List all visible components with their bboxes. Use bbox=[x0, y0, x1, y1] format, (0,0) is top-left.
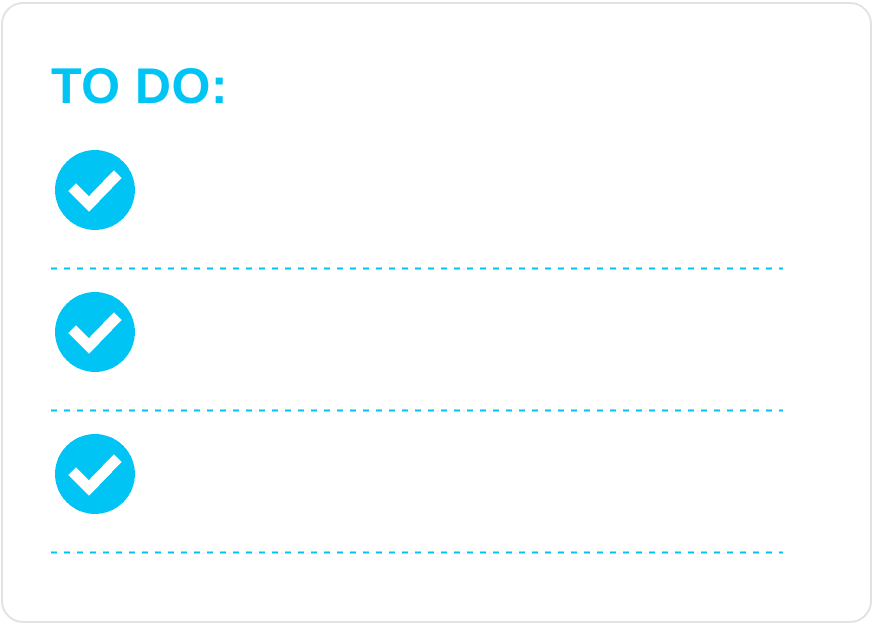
check-circle-icon[interactable] bbox=[54, 149, 136, 231]
todo-item bbox=[51, 291, 783, 433]
check-circle-icon[interactable] bbox=[54, 433, 136, 515]
todo-item bbox=[51, 433, 783, 575]
todo-item bbox=[51, 149, 783, 291]
page-title: TO DO: bbox=[51, 58, 229, 114]
todo-line[interactable] bbox=[51, 399, 783, 412]
check-circle-icon[interactable] bbox=[54, 291, 136, 373]
todo-line[interactable] bbox=[51, 257, 783, 270]
todo-line[interactable] bbox=[51, 541, 783, 554]
